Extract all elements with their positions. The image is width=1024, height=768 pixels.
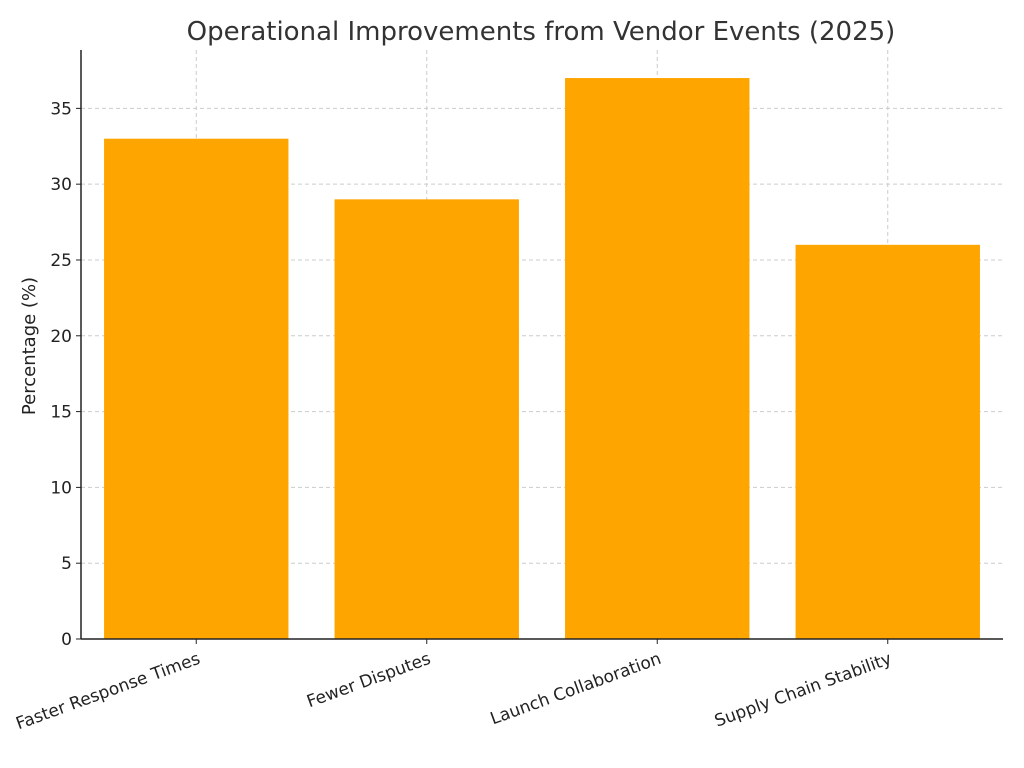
bar-1 bbox=[334, 199, 519, 639]
bar-0 bbox=[104, 138, 289, 640]
bars-layer bbox=[104, 78, 980, 640]
bar-2 bbox=[565, 78, 750, 640]
y-tick-label: 5 bbox=[61, 554, 72, 574]
y-tick-label: 30 bbox=[50, 175, 72, 195]
y-tick-label: 10 bbox=[50, 478, 72, 498]
y-axis-label: Percentage (%) bbox=[19, 277, 40, 415]
y-tick-label: 25 bbox=[50, 251, 72, 271]
bar-3 bbox=[795, 244, 980, 639]
y-tick-label: 15 bbox=[50, 403, 72, 423]
x-tick-label: Launch Collaboration bbox=[488, 649, 664, 729]
x-tick-label: Faster Response Times bbox=[13, 649, 203, 734]
chart-title: Operational Improvements from Vendor Eve… bbox=[187, 17, 896, 47]
y-tick-label: 35 bbox=[50, 99, 72, 119]
x-tick-label: Fewer Disputes bbox=[304, 649, 433, 712]
y-tick-label: 20 bbox=[50, 327, 72, 347]
y-tick-label: 0 bbox=[61, 630, 72, 650]
x-tick-label: Supply Chain Stability bbox=[712, 649, 894, 732]
axes-layer bbox=[76, 50, 1003, 644]
